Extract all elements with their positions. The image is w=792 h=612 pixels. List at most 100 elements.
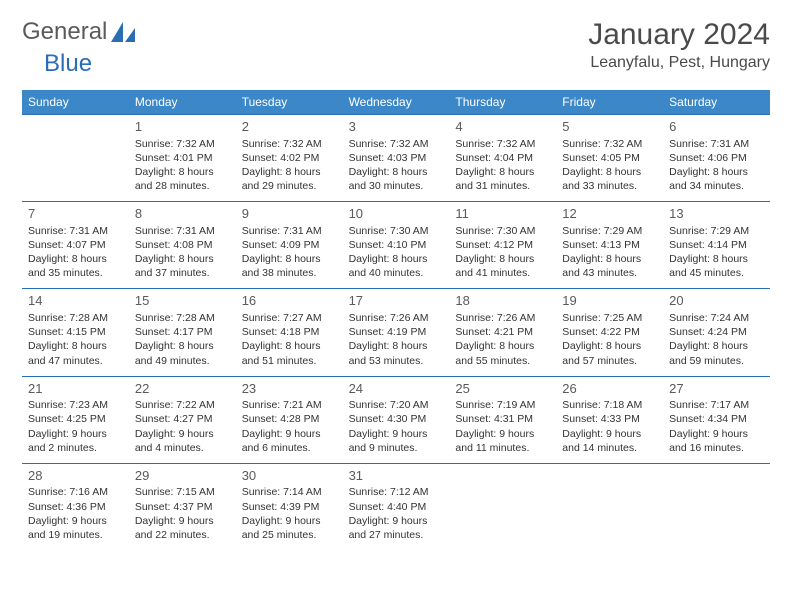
daylight-text: Daylight: 9 hours and 2 minutes. xyxy=(28,427,123,455)
sunrise-text: Sunrise: 7:32 AM xyxy=(242,137,337,151)
sunset-text: Sunset: 4:19 PM xyxy=(349,325,444,339)
daylight-text: Daylight: 9 hours and 14 minutes. xyxy=(562,427,657,455)
sunrise-text: Sunrise: 7:18 AM xyxy=(562,398,657,412)
sunset-text: Sunset: 4:14 PM xyxy=(669,238,764,252)
weekday-sat: Saturday xyxy=(663,90,770,114)
day-number: 20 xyxy=(669,292,764,310)
daylight-text: Daylight: 8 hours and 33 minutes. xyxy=(562,165,657,193)
day-number: 14 xyxy=(28,292,123,310)
sunrise-text: Sunrise: 7:12 AM xyxy=(349,485,444,499)
weekday-sun: Sunday xyxy=(22,90,129,114)
sunrise-text: Sunrise: 7:28 AM xyxy=(28,311,123,325)
sunset-text: Sunset: 4:13 PM xyxy=(562,238,657,252)
day-cell: 2Sunrise: 7:32 AMSunset: 4:02 PMDaylight… xyxy=(236,114,343,201)
day-cell xyxy=(449,463,556,550)
day-cell: 28Sunrise: 7:16 AMSunset: 4:36 PMDayligh… xyxy=(22,463,129,550)
sunset-text: Sunset: 4:15 PM xyxy=(28,325,123,339)
logo-word-blue: Blue xyxy=(44,50,92,77)
sunset-text: Sunset: 4:34 PM xyxy=(669,412,764,426)
sunset-text: Sunset: 4:25 PM xyxy=(28,412,123,426)
calendar-body: 1Sunrise: 7:32 AMSunset: 4:01 PMDaylight… xyxy=(22,114,770,550)
daylight-text: Daylight: 8 hours and 30 minutes. xyxy=(349,165,444,193)
sunrise-text: Sunrise: 7:15 AM xyxy=(135,485,230,499)
sunset-text: Sunset: 4:07 PM xyxy=(28,238,123,252)
weekday-header: Sunday Monday Tuesday Wednesday Thursday… xyxy=(22,90,770,114)
daylight-text: Daylight: 8 hours and 31 minutes. xyxy=(455,165,550,193)
sunrise-text: Sunrise: 7:31 AM xyxy=(242,224,337,238)
sunset-text: Sunset: 4:27 PM xyxy=(135,412,230,426)
day-cell: 21Sunrise: 7:23 AMSunset: 4:25 PMDayligh… xyxy=(22,376,129,463)
day-number: 12 xyxy=(562,205,657,223)
day-cell: 4Sunrise: 7:32 AMSunset: 4:04 PMDaylight… xyxy=(449,114,556,201)
weekday-mon: Monday xyxy=(129,90,236,114)
daylight-text: Daylight: 8 hours and 40 minutes. xyxy=(349,252,444,280)
day-number: 19 xyxy=(562,292,657,310)
daylight-text: Daylight: 9 hours and 27 minutes. xyxy=(349,514,444,542)
day-number: 26 xyxy=(562,380,657,398)
day-cell: 13Sunrise: 7:29 AMSunset: 4:14 PMDayligh… xyxy=(663,201,770,288)
day-number: 10 xyxy=(349,205,444,223)
day-cell: 30Sunrise: 7:14 AMSunset: 4:39 PMDayligh… xyxy=(236,463,343,550)
sunset-text: Sunset: 4:39 PM xyxy=(242,500,337,514)
daylight-text: Daylight: 9 hours and 22 minutes. xyxy=(135,514,230,542)
sunset-text: Sunset: 4:10 PM xyxy=(349,238,444,252)
daylight-text: Daylight: 9 hours and 6 minutes. xyxy=(242,427,337,455)
day-cell: 5Sunrise: 7:32 AMSunset: 4:05 PMDaylight… xyxy=(556,114,663,201)
day-cell: 11Sunrise: 7:30 AMSunset: 4:12 PMDayligh… xyxy=(449,201,556,288)
day-cell: 16Sunrise: 7:27 AMSunset: 4:18 PMDayligh… xyxy=(236,288,343,375)
sunrise-text: Sunrise: 7:29 AM xyxy=(669,224,764,238)
day-number: 11 xyxy=(455,205,550,223)
sunset-text: Sunset: 4:31 PM xyxy=(455,412,550,426)
sunset-text: Sunset: 4:09 PM xyxy=(242,238,337,252)
day-number: 29 xyxy=(135,467,230,485)
day-cell: 1Sunrise: 7:32 AMSunset: 4:01 PMDaylight… xyxy=(129,114,236,201)
day-cell xyxy=(663,463,770,550)
day-cell: 17Sunrise: 7:26 AMSunset: 4:19 PMDayligh… xyxy=(343,288,450,375)
day-cell: 3Sunrise: 7:32 AMSunset: 4:03 PMDaylight… xyxy=(343,114,450,201)
sunset-text: Sunset: 4:06 PM xyxy=(669,151,764,165)
day-cell xyxy=(22,114,129,201)
daylight-text: Daylight: 8 hours and 51 minutes. xyxy=(242,339,337,367)
sunrise-text: Sunrise: 7:30 AM xyxy=(349,224,444,238)
day-number: 23 xyxy=(242,380,337,398)
daylight-text: Daylight: 8 hours and 29 minutes. xyxy=(242,165,337,193)
day-cell: 19Sunrise: 7:25 AMSunset: 4:22 PMDayligh… xyxy=(556,288,663,375)
sunset-text: Sunset: 4:30 PM xyxy=(349,412,444,426)
day-number: 7 xyxy=(28,205,123,223)
sunset-text: Sunset: 4:18 PM xyxy=(242,325,337,339)
daylight-text: Daylight: 8 hours and 34 minutes. xyxy=(669,165,764,193)
day-cell xyxy=(556,463,663,550)
sunrise-text: Sunrise: 7:28 AM xyxy=(135,311,230,325)
day-number: 1 xyxy=(135,118,230,136)
day-number: 17 xyxy=(349,292,444,310)
sunrise-text: Sunrise: 7:32 AM xyxy=(562,137,657,151)
daylight-text: Daylight: 9 hours and 9 minutes. xyxy=(349,427,444,455)
daylight-text: Daylight: 8 hours and 59 minutes. xyxy=(669,339,764,367)
daylight-text: Daylight: 9 hours and 11 minutes. xyxy=(455,427,550,455)
sunrise-text: Sunrise: 7:26 AM xyxy=(349,311,444,325)
day-cell: 29Sunrise: 7:15 AMSunset: 4:37 PMDayligh… xyxy=(129,463,236,550)
weekday-thu: Thursday xyxy=(449,90,556,114)
calendar-page: General January 2024 Leanyfalu, Pest, Hu… xyxy=(0,0,792,568)
daylight-text: Daylight: 8 hours and 37 minutes. xyxy=(135,252,230,280)
day-number: 31 xyxy=(349,467,444,485)
day-cell: 9Sunrise: 7:31 AMSunset: 4:09 PMDaylight… xyxy=(236,201,343,288)
sunrise-text: Sunrise: 7:14 AM xyxy=(242,485,337,499)
daylight-text: Daylight: 8 hours and 55 minutes. xyxy=(455,339,550,367)
daylight-text: Daylight: 8 hours and 28 minutes. xyxy=(135,165,230,193)
sunset-text: Sunset: 4:12 PM xyxy=(455,238,550,252)
daylight-text: Daylight: 9 hours and 4 minutes. xyxy=(135,427,230,455)
sunrise-text: Sunrise: 7:30 AM xyxy=(455,224,550,238)
sunset-text: Sunset: 4:21 PM xyxy=(455,325,550,339)
sunrise-text: Sunrise: 7:31 AM xyxy=(28,224,123,238)
day-cell: 23Sunrise: 7:21 AMSunset: 4:28 PMDayligh… xyxy=(236,376,343,463)
day-number: 8 xyxy=(135,205,230,223)
sunrise-text: Sunrise: 7:29 AM xyxy=(562,224,657,238)
day-cell: 26Sunrise: 7:18 AMSunset: 4:33 PMDayligh… xyxy=(556,376,663,463)
calendar: Sunday Monday Tuesday Wednesday Thursday… xyxy=(22,90,770,550)
daylight-text: Daylight: 8 hours and 41 minutes. xyxy=(455,252,550,280)
day-number: 28 xyxy=(28,467,123,485)
sunset-text: Sunset: 4:05 PM xyxy=(562,151,657,165)
daylight-text: Daylight: 8 hours and 47 minutes. xyxy=(28,339,123,367)
day-cell: 12Sunrise: 7:29 AMSunset: 4:13 PMDayligh… xyxy=(556,201,663,288)
